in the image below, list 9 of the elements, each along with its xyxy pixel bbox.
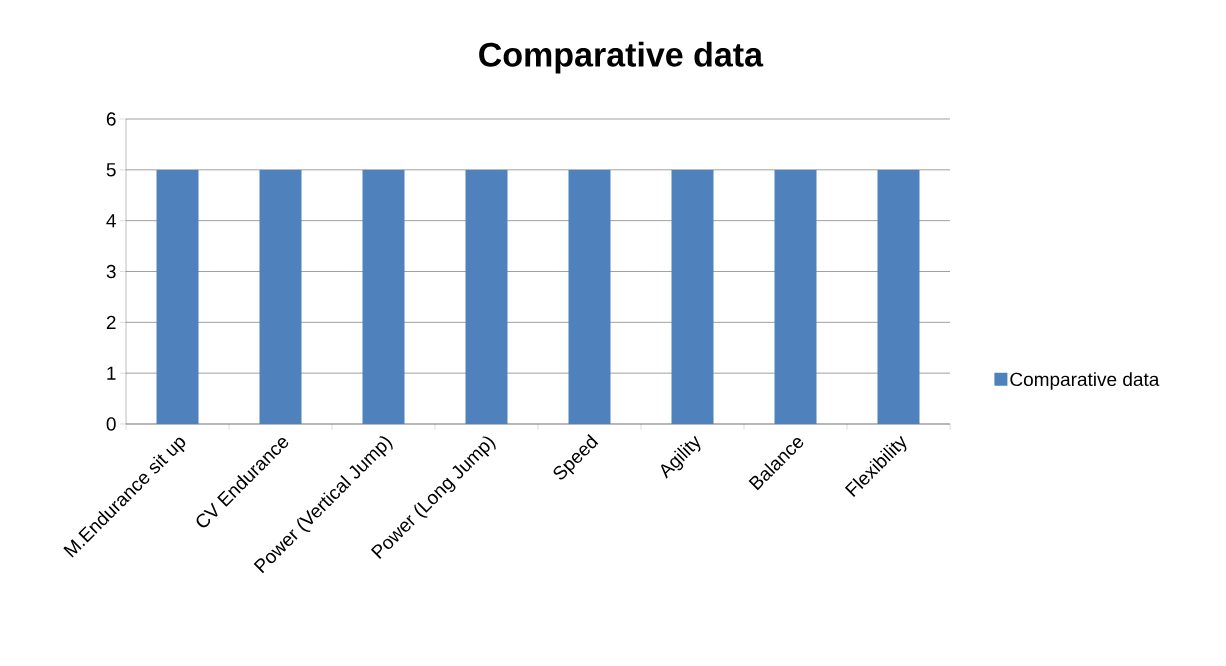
y-tick-label: 0 xyxy=(106,417,116,431)
y-tick-label: 2 xyxy=(106,315,116,329)
chart-title: Comparative data xyxy=(479,41,764,74)
y-tick-label: 5 xyxy=(106,163,116,177)
y-tick-label: 3 xyxy=(106,264,116,279)
y-tick-label: 1 xyxy=(107,366,116,380)
legend-label: Comparative data xyxy=(1010,372,1160,390)
y-tick-label: 6 xyxy=(106,112,116,126)
y-tick-label: 4 xyxy=(106,214,116,228)
